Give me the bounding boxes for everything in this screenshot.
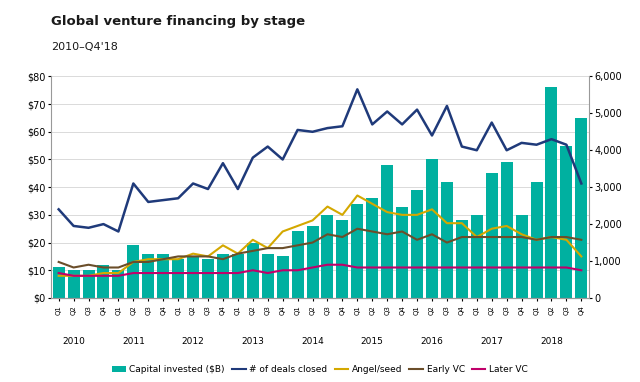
Text: Global venture financing by stage: Global venture financing by stage	[51, 15, 305, 28]
Bar	[500, 162, 513, 298]
Bar	[52, 267, 65, 298]
Bar	[351, 204, 364, 298]
Bar	[247, 243, 259, 298]
Bar	[157, 254, 169, 298]
Bar	[575, 118, 588, 298]
Legend: Capital invested ($B), # of deals closed, Angel/seed, Early VC, Later VC: Capital invested ($B), # of deals closed…	[109, 361, 531, 377]
Bar	[426, 160, 438, 298]
Text: 2017: 2017	[480, 337, 503, 346]
Text: 2011: 2011	[122, 337, 145, 346]
Bar	[83, 270, 95, 298]
Bar	[142, 254, 154, 298]
Bar	[276, 256, 289, 298]
Bar	[127, 245, 140, 298]
Bar	[441, 182, 453, 298]
Bar	[381, 165, 393, 298]
Text: 2010–Q4'18: 2010–Q4'18	[51, 42, 118, 52]
Text: 2010: 2010	[62, 337, 85, 346]
Bar	[68, 270, 79, 298]
Bar	[217, 254, 229, 298]
Bar	[366, 198, 378, 298]
Bar	[337, 220, 348, 298]
Bar	[396, 207, 408, 298]
Bar	[545, 87, 557, 298]
Bar	[202, 259, 214, 298]
Text: 2014: 2014	[301, 337, 324, 346]
Text: 2012: 2012	[182, 337, 204, 346]
Bar	[531, 182, 543, 298]
Bar	[97, 265, 109, 298]
Bar	[172, 259, 184, 298]
Bar	[321, 215, 333, 298]
Bar	[307, 226, 319, 298]
Text: 2018: 2018	[540, 337, 563, 346]
Bar	[456, 220, 468, 298]
Bar	[486, 173, 498, 298]
Bar	[292, 231, 303, 298]
Text: 2016: 2016	[420, 337, 444, 346]
Bar	[561, 146, 572, 298]
Bar	[187, 256, 199, 298]
Bar	[113, 270, 124, 298]
Bar	[471, 215, 483, 298]
Bar	[411, 190, 423, 298]
Bar	[262, 254, 274, 298]
Text: 2015: 2015	[361, 337, 384, 346]
Bar	[516, 215, 527, 298]
Bar	[232, 254, 244, 298]
Text: 2013: 2013	[241, 337, 264, 346]
